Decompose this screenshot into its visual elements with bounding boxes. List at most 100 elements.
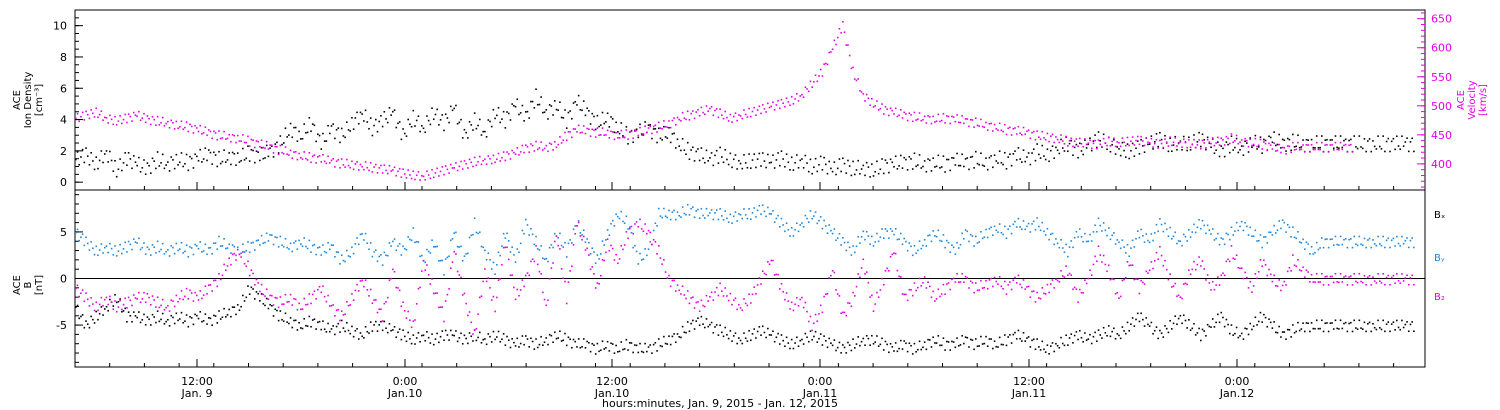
by-series-point [1034,228,1037,231]
velocity-series-point [1280,151,1282,154]
density-series-point [632,141,634,144]
by-series-point [758,204,761,207]
by-series-point [894,227,897,230]
bz-series-point [869,296,871,298]
velocity-series-point [1024,133,1027,135]
density-series-point [656,141,658,144]
by-series-point [513,254,515,256]
by-series-point [511,246,513,248]
bz-series-point [1348,276,1350,278]
velocity-series-point [313,154,316,156]
bz-series-point [901,293,904,295]
by-series-point [356,237,358,239]
bz-series-point [1181,297,1183,300]
velocity-series-point [657,121,660,124]
bz-series-point [913,282,916,284]
bz-series-point [332,304,334,306]
density-series-point [1003,151,1006,154]
bz-series-point [669,285,672,288]
bx-series-point [243,300,246,302]
bz-series-point [995,280,998,283]
bz-series-point [1411,274,1413,277]
bz-series-point [610,244,612,247]
velocity-series-point [284,146,287,148]
bx-series-point [288,322,290,325]
density-series-point [1148,143,1151,146]
bx-series-point [1038,346,1040,348]
by-series-point [1080,236,1083,238]
bz-series-point [1160,254,1163,257]
velocity-series-point [838,27,841,30]
bz-series-point [177,300,179,303]
bx-series-point [852,338,854,340]
bz-series-point [589,268,592,271]
bx-series-point [1000,343,1003,346]
by-series-point [105,245,108,247]
bx-series-point [695,320,698,322]
density-series-point [1031,152,1033,154]
by-series-point [593,251,595,253]
by-series-point [923,238,926,241]
bx-series-point [351,325,353,328]
velocity-series-point [1179,141,1182,143]
bx-series-point [1247,333,1250,336]
density-series-point [956,152,958,155]
density-series-point [649,123,652,126]
by-series-point [277,246,280,248]
density-series-point [243,159,246,161]
by-series-point [1387,237,1390,240]
bx-series-point [419,340,421,343]
bz-series-point [1365,284,1367,286]
velocity-series-point [187,130,190,133]
by-series-point [323,250,326,253]
by-series-point [402,245,404,248]
velocity-series-point [1186,146,1188,149]
bx-series-point [1358,319,1361,322]
by-series-point [453,232,456,234]
by-series-point [947,241,950,244]
bz-series-point [230,263,232,266]
by-series-point [545,257,548,260]
velocity-series-point [1203,142,1206,144]
density-series-point [380,114,382,117]
density-series-point [560,116,563,119]
bz-series-point [591,266,594,268]
velocity-series-point [158,123,161,126]
bx-series-point [1159,329,1161,332]
bx-series-point [1200,339,1202,342]
velocity-series-point [344,166,346,168]
bz-series-point [446,293,449,296]
bz-series-point [1085,282,1088,285]
density-series-point [1015,159,1018,161]
by-series-point [197,247,200,250]
bz-series-point [772,259,774,262]
velocity-series-point [813,81,815,83]
density-series-point [1404,141,1407,143]
density-series-point [1407,150,1410,153]
density-series-point [794,161,796,164]
velocity-series-point [303,151,306,153]
density-series-point [112,170,115,173]
by-series-point [611,219,614,222]
velocity-series-point [75,117,77,120]
density-series-point [1227,143,1229,146]
bx-series-point [1017,329,1020,332]
bz-series-point [593,272,595,275]
by-series-point [681,206,684,208]
density-series-point [115,175,118,178]
velocity-series-point [1005,133,1008,136]
bz-series-point [942,283,945,286]
by-series-point [156,240,159,243]
density-series-point [1273,131,1275,133]
bz-series-point [189,289,191,292]
by-series-point [756,209,759,212]
density-series-point [1399,148,1402,151]
by-series-point [109,242,111,245]
velocity-series-point [884,106,887,108]
velocity-series-point [1090,147,1093,150]
bz-series-point [178,297,181,300]
by-series-point [1390,239,1393,242]
by-series-point [683,212,686,215]
bx-series-point [1032,338,1035,341]
bx-series-point [490,341,493,343]
